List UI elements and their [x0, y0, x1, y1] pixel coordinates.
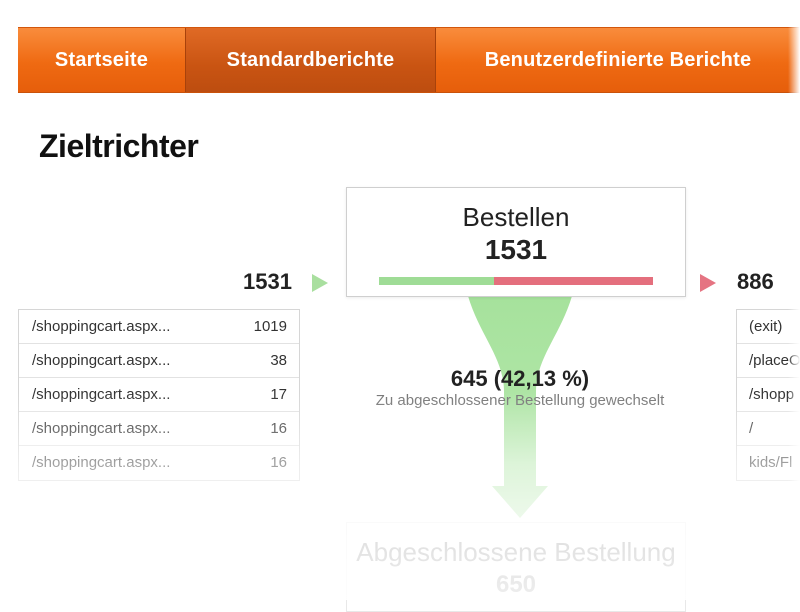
destination-path: /placeO: [749, 352, 800, 369]
source-path: /shoppingcart.aspx...: [32, 454, 171, 471]
list-item[interactable]: /shoppingcart.aspx... 38: [19, 344, 299, 378]
source-path: /shoppingcart.aspx...: [32, 420, 171, 437]
source-path: /shoppingcart.aspx...: [32, 386, 171, 403]
list-item[interactable]: /shoppingcart.aspx... 16: [19, 412, 299, 446]
destination-path: kids/Fl: [749, 454, 793, 471]
source-path: /shoppingcart.aspx...: [32, 318, 171, 335]
entry-count: 1531: [243, 269, 292, 294]
destination-path: /shopp: [749, 386, 795, 403]
entry-source-list: /shoppingcart.aspx... 1019 /shoppingcart…: [18, 309, 300, 481]
source-path: /shoppingcart.aspx...: [32, 352, 171, 369]
top-navigation: Startseite Standardberichte Benutzerdefi…: [18, 27, 800, 93]
list-item[interactable]: /: [737, 412, 800, 446]
step-count: 1531: [484, 234, 548, 265]
step-progress-continued: [379, 277, 495, 285]
list-item[interactable]: /placeO: [737, 344, 800, 378]
list-item[interactable]: /shoppingcart.aspx... 17: [19, 378, 299, 412]
exit-destination-list: (exit) /placeO /shopp / kids/Fl: [736, 309, 800, 481]
step-name: Bestellen: [462, 202, 570, 232]
destination-path: (exit): [749, 318, 783, 335]
entry-arrow-icon: [312, 274, 328, 292]
source-count: 17: [270, 386, 287, 403]
list-item[interactable]: kids/Fl: [737, 446, 800, 480]
list-item[interactable]: /shopp: [737, 378, 800, 412]
step-progress-bar: [379, 277, 653, 285]
destination-path: /: [749, 420, 754, 437]
page-title: Zieltrichter: [39, 128, 199, 164]
tab-startseite[interactable]: Startseite: [54, 49, 149, 71]
exit-count: 886: [737, 269, 774, 294]
next-step-name: Abgeschlossene Bestellung: [356, 537, 676, 567]
conversion-count: 645 (42,13 %): [450, 366, 590, 391]
next-step-count: 650: [495, 571, 537, 598]
tab-standardberichte[interactable]: Standardberichte: [185, 28, 436, 92]
source-count: 16: [270, 454, 287, 471]
funnel-step-box: Bestellen 1531: [346, 187, 686, 297]
conversion-label: Zu abgeschlossener Bestellung gewechselt: [375, 392, 665, 409]
exit-arrow-icon: [700, 274, 716, 292]
list-item[interactable]: /shoppingcart.aspx... 16: [19, 446, 299, 480]
next-step-box: Abgeschlossene Bestellung 650: [346, 522, 686, 612]
source-count: 16: [270, 420, 287, 437]
source-count: 1019: [253, 318, 287, 335]
source-count: 38: [270, 352, 287, 369]
list-item[interactable]: (exit): [737, 310, 800, 344]
tab-benutzerdefinierte-berichte[interactable]: Benutzerdefinierte Berichte: [484, 49, 752, 71]
list-item[interactable]: /shoppingcart.aspx... 1019: [19, 310, 299, 344]
